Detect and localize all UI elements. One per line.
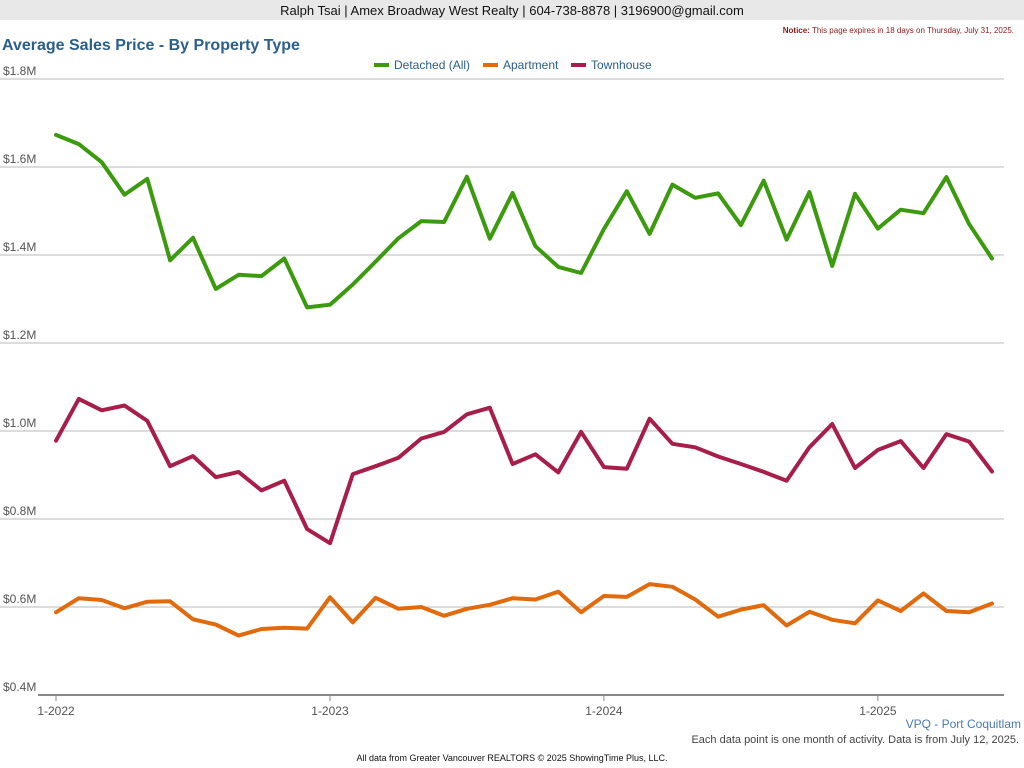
legend-label: Detached (All) [394,58,470,72]
x-tick-label: 1-2024 [585,704,623,718]
header-bar: Ralph Tsai | Amex Broadway West Realty |… [0,0,1024,20]
chart-title: Average Sales Price - By Property Type [2,37,300,54]
data-note: Each data point is one month of activity… [691,734,1019,746]
x-tick-label: 1-2023 [311,704,349,718]
credit-line: All data from Greater Vancouver REALTORS… [356,753,668,763]
series-line-detached-all [54,132,994,310]
y-tick-label: $0.4M [3,680,36,694]
agent-contact-line: Ralph Tsai | Amex Broadway West Realty |… [280,3,744,18]
series-line-townhouse [54,396,994,546]
y-tick-label: $1.8M [3,64,36,78]
y-tick-label: $0.6M [3,592,36,606]
y-tick-label: $1.2M [3,328,36,342]
y-tick-label: $1.0M [3,416,36,430]
x-tick-label: 1-2025 [859,704,897,718]
notice-label: Notice: [782,26,810,35]
region-label: VPQ - Port Coquitlam [905,717,1021,731]
legend-label: Apartment [503,58,559,72]
expiry-notice: Notice: This page expires in 18 days on … [783,26,1014,35]
x-tick-label: 1-2022 [37,704,75,718]
series-lines [54,132,994,638]
legend-label: Townhouse [591,58,652,72]
notice-text: This page expires in 18 days on Thursday… [811,26,1014,35]
x-axis: 1-2022 1-2023 1-2024 1-2025 [37,694,1004,718]
series-line-apartment [54,582,994,638]
legend: Detached (All) Apartment Townhouse [374,58,652,72]
gridlines [0,78,1004,608]
y-tick-label: $1.6M [3,152,36,166]
y-tick-label: $0.8M [3,504,36,518]
y-tick-label: $1.4M [3,240,36,254]
y-axis-tick-labels: $0.4M $0.6M $0.8M $1.0M $1.2M $1.4M $1.6M $1.8M [3,64,36,694]
